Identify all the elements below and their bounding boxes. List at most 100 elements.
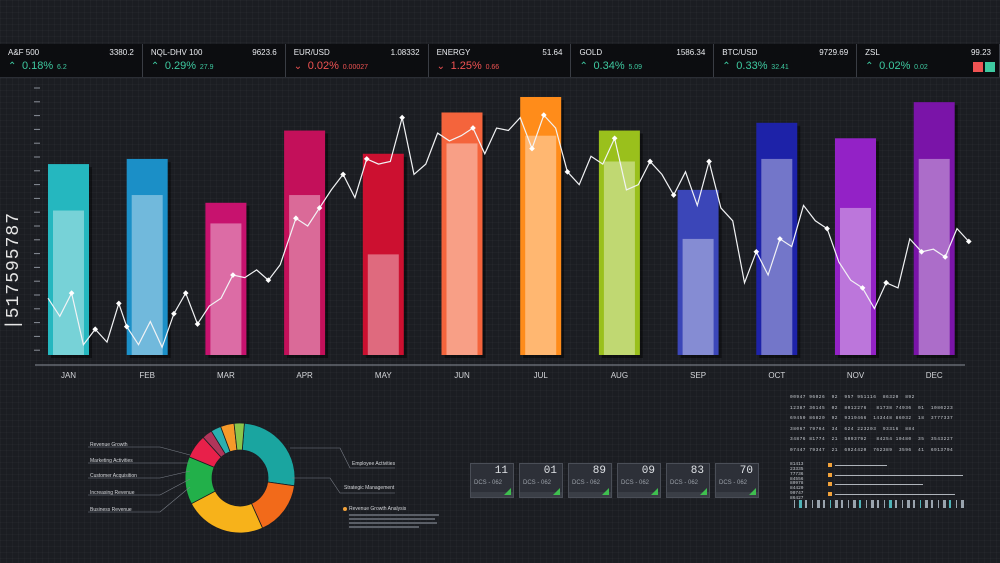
- ticker-delta: 0.66: [485, 64, 500, 71]
- trend-marker: [340, 171, 346, 178]
- number-row: 38067 79764 34 624 223203 93316 884: [790, 426, 915, 432]
- barcode-bar: [835, 500, 838, 508]
- bar-inner: [840, 207, 871, 355]
- donut-label: Strategic Management: [344, 485, 395, 491]
- tile-code: DCS - 062: [670, 480, 699, 486]
- ticker-item[interactable]: A&F 500 3380.2 ⌃ 0.18% 6.2: [0, 44, 143, 77]
- number-row: 12387 36145 02 8012276 81738 74936 01 10…: [790, 405, 954, 411]
- x-tick-label: DEC: [926, 371, 943, 380]
- progress-line: [835, 484, 923, 485]
- barcode-bar: [889, 500, 892, 508]
- trend-marker: [123, 323, 130, 330]
- donut-leader: [88, 478, 191, 496]
- ticker-item[interactable]: ENERGY 51.64 ⌄ 1.25% 0.66: [429, 44, 572, 77]
- ticker-percent: 0.34%: [593, 60, 625, 72]
- ticker-item[interactable]: NQL-DHV 100 9623.6 ⌃ 0.29% 27.9: [143, 44, 286, 77]
- ticker-name: BTC/USD: [722, 48, 758, 57]
- tile-value: 70: [739, 465, 753, 477]
- bar-inner: [682, 238, 714, 355]
- bar-inner: [603, 161, 635, 355]
- bar-inner: [761, 158, 793, 355]
- ticker-name: EUR/USD: [293, 48, 330, 57]
- barcode-bar: [913, 500, 915, 508]
- barcode-bar: [925, 500, 928, 508]
- barcode-bar: [943, 500, 946, 508]
- tile-value: 09: [641, 465, 655, 477]
- ticker-percent: 0.18%: [22, 60, 54, 72]
- ticker-delta: 6.2: [57, 64, 67, 71]
- ticker-item[interactable]: ZSL 99.23 ⌃ 0.02% 0.02: [857, 44, 1000, 77]
- arrow-up-icon: ⌃: [150, 61, 160, 72]
- ticker-delta: 0.02: [914, 64, 928, 71]
- code-tile[interactable]: 11 DCS - 062: [470, 463, 514, 498]
- x-tick-label: JUL: [534, 371, 549, 380]
- corner-triangle-icon: [602, 488, 609, 495]
- ticker-percent: 0.33%: [736, 60, 768, 72]
- donut-label: Business Revenue: [90, 507, 132, 513]
- trend-marker: [68, 290, 75, 296]
- arrow-up-icon: ⌃: [579, 61, 588, 72]
- trend-marker: [706, 158, 712, 165]
- donut-label: Increasing Revenue: [90, 490, 135, 496]
- trend-marker: [859, 285, 866, 291]
- ticker-price: 9623.6: [252, 48, 277, 57]
- trend-marker: [194, 321, 201, 327]
- report-text-line: [349, 522, 437, 524]
- ticker-item[interactable]: EUR/USD 1.08332 ⌄ 0.02% 0.00027: [286, 44, 429, 77]
- ticker-delta: 5.09: [628, 64, 643, 71]
- donut-slice: [241, 422, 296, 487]
- barcode-bar: [830, 500, 831, 508]
- progress-marker: [828, 482, 832, 486]
- trend-marker: [883, 279, 889, 286]
- barcode-bar: [956, 500, 957, 508]
- code-tile[interactable]: 70 DCS - 062: [715, 463, 759, 498]
- trend-marker: [540, 112, 547, 118]
- number-row: 34876 81774 21 5093792 84254 10480 35 35…: [790, 437, 954, 442]
- status-square: [985, 62, 996, 72]
- barcode-bar: [931, 500, 933, 508]
- ticker-name: GOLD: [579, 48, 603, 57]
- report-text-line: [349, 518, 435, 520]
- bar-outer: [598, 130, 640, 355]
- x-tick-label: SEP: [690, 371, 706, 380]
- x-tick-label: MAR: [217, 371, 235, 380]
- ticker-price: 99.23: [970, 48, 992, 57]
- bar-outer: [913, 102, 955, 355]
- tile-code: DCS - 062: [474, 480, 503, 486]
- barcode-bar: [895, 500, 897, 508]
- ticker-percent: 0.02%: [307, 60, 339, 72]
- report-bullet: [343, 507, 347, 511]
- tile-code: DCS - 062: [621, 480, 650, 486]
- code-tile[interactable]: 89 DCS - 062: [568, 463, 612, 498]
- ticker-delta: 0.00027: [342, 64, 369, 71]
- tile-footer: [618, 492, 660, 497]
- ticker-price: 9729.69: [819, 48, 849, 57]
- trend-marker: [363, 156, 370, 162]
- status-square: [973, 62, 984, 72]
- ticker-item[interactable]: GOLD 1586.34 ⌃ 0.34% 5.09: [571, 44, 715, 77]
- code-tile[interactable]: 83 DCS - 062: [666, 463, 710, 498]
- bar-inner: [289, 195, 321, 355]
- donut-leader: [88, 470, 191, 479]
- code-tile[interactable]: 01 DCS - 062: [519, 463, 563, 498]
- bar-inner: [131, 195, 163, 355]
- tile-footer: [667, 492, 709, 497]
- trend-marker: [116, 300, 122, 307]
- trend-marker: [670, 192, 677, 198]
- bar-outer: [441, 112, 483, 355]
- ticker-delta: 27.9: [199, 64, 214, 71]
- trend-marker: [647, 158, 653, 165]
- trend-marker: [564, 168, 571, 175]
- barcode-bar: [902, 500, 903, 508]
- tile-code: DCS - 062: [523, 480, 552, 486]
- arrow-up-icon: ⌃: [8, 61, 17, 72]
- x-tick-label: MAY: [375, 371, 392, 380]
- code-tile[interactable]: 09 DCS - 062: [617, 463, 661, 498]
- barcode-bar: [805, 500, 807, 508]
- bar-inner: [53, 210, 84, 355]
- ticker-item[interactable]: BTC/USD 9729.69 ⌃ 0.33% 32.41: [714, 44, 858, 77]
- progress-id: 77736 84556: [790, 471, 804, 482]
- ticker-percent: 0.29%: [164, 60, 197, 72]
- barcode-bar: [794, 500, 795, 508]
- barcode-bar: [841, 500, 843, 508]
